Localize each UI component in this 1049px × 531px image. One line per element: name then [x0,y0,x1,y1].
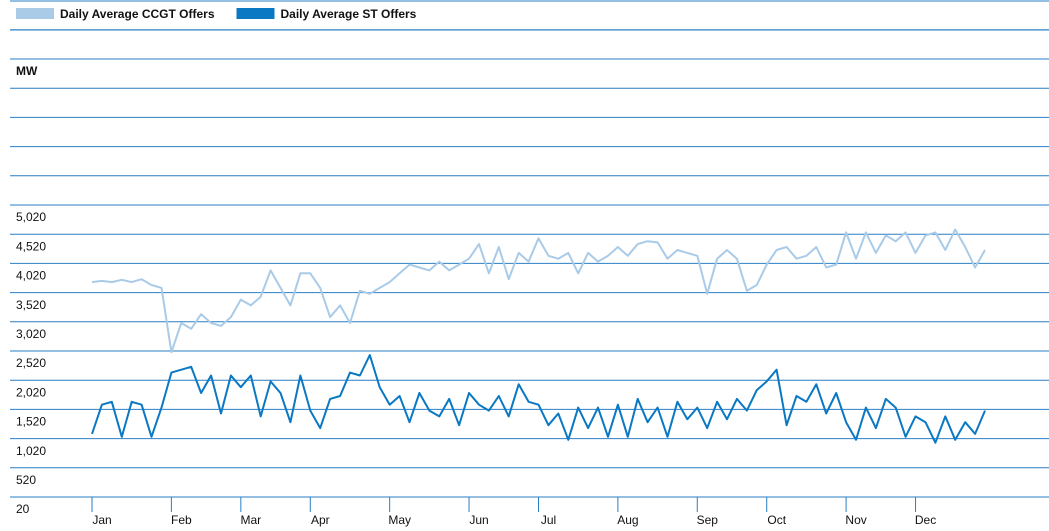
y-tick-label: 2,520 [16,356,46,370]
series-line [91,354,986,444]
x-tick-label: Sep [697,513,719,527]
y-tick-label: 1,020 [16,444,46,458]
x-tick-label: Jun [469,513,488,527]
x-tick-label: Mar [240,513,261,527]
legend-label: Daily Average CCGT Offers [60,7,215,21]
x-tick-label: Feb [171,513,192,527]
x-tick-label: May [388,513,411,527]
x-tick-label: Jan [92,513,111,527]
y-tick-label: 2,020 [16,385,46,399]
x-tick-label: Aug [617,513,638,527]
x-tick-label: Oct [767,513,786,527]
y-tick-label: 5,020 [16,210,46,224]
y-tick-label: 4,020 [16,269,46,283]
y-tick-label: 4,520 [16,239,46,253]
y-tick-label: 3,520 [16,298,46,312]
x-tick-label: Nov [845,513,866,527]
y-axis-label: MW [16,64,38,78]
x-tick-label: Jul [541,513,556,527]
legend-label: Daily Average ST Offers [281,7,417,21]
x-tick-label: Dec [915,513,936,527]
legend-swatch [16,8,54,19]
legend-swatch [236,8,275,19]
y-tick-label: 20 [16,502,30,516]
y-tick-label: 520 [16,473,36,487]
y-tick-label: 1,520 [16,415,46,429]
series-line [91,228,986,354]
x-tick-label: Apr [311,513,330,527]
y-tick-label: 3,020 [16,327,46,341]
